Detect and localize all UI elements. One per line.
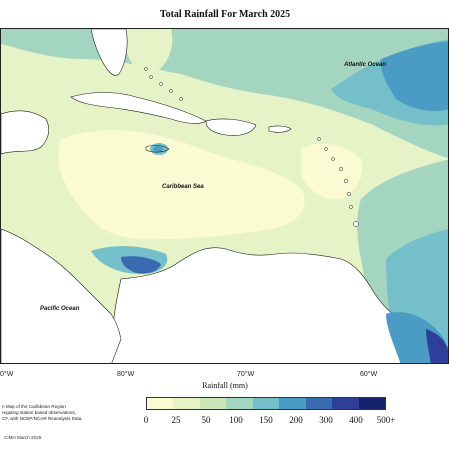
rainfall-legend-labels: 0 25 50 100 150 200 300 400 500+	[143, 415, 406, 427]
legend-label-5: 200	[289, 415, 303, 425]
legend-axis-title: Rainfall (mm)	[202, 381, 248, 390]
land-bahamas	[144, 67, 183, 101]
land-central-america	[1, 228, 122, 363]
legend-color-cell-6	[305, 398, 333, 409]
land-hispaniola	[205, 118, 257, 136]
rainfall-zone-bahamas	[121, 29, 173, 75]
legend-label-6: 300	[319, 415, 333, 425]
longitude-tick-0: 0°W	[0, 371, 14, 378]
legend-color-cell-1	[173, 398, 200, 409]
longitude-tick-60w: 60°W	[360, 371, 378, 378]
rainfall-zone-300-400-guiana	[426, 329, 448, 363]
legend-color-cell-2	[199, 398, 227, 409]
rainfall-zone-0-25-east	[301, 143, 363, 200]
legend-label-4: 150	[259, 415, 273, 425]
legend-label-7: 400	[349, 415, 363, 425]
rainfall-map	[0, 28, 449, 364]
label-pacific-ocean: Pacific Ocean	[40, 306, 80, 312]
land-jamaica	[145, 144, 170, 153]
description-line-2: regating station based observations,	[2, 410, 76, 415]
map-title: Total Rainfall For March 2025	[159, 9, 291, 20]
land-florida	[90, 29, 128, 76]
description-line-1: n Map of the Caribbean Region	[2, 404, 66, 409]
label-atlantic-ocean: Atlantic Ocean	[344, 62, 387, 68]
land-puerto-rico	[268, 125, 292, 133]
land-yucatan	[1, 110, 50, 155]
rainfall-zone-300-400-colombia	[121, 256, 161, 274]
legend-color-cell-4	[252, 398, 280, 409]
longitude-tick-80w: 80°W	[117, 371, 135, 378]
legend-color-cell-7	[332, 398, 359, 409]
land-lesser-antilles	[317, 137, 359, 227]
description-line-3: CF, with NCEP/NCAR Reanalysis Data.	[2, 416, 83, 421]
legend-color-cell-3	[226, 398, 253, 409]
rainfall-zone-200-300-atlantic	[380, 41, 448, 111]
copyright-text: CIMH March 2025	[4, 435, 42, 440]
rainfall-zone-100-150-north	[1, 29, 448, 159]
rainfall-map-svg	[1, 29, 448, 363]
legend-color-cell-5	[279, 398, 306, 409]
rainfall-legend	[146, 397, 386, 410]
rainfall-zone-0-25-caribbean	[58, 130, 305, 240]
land-cuba	[70, 92, 207, 124]
legend-color-cell-0	[147, 398, 174, 409]
rainfall-zone-jamaica-core	[153, 146, 163, 152]
legend-label-2: 50	[201, 415, 211, 425]
longitude-tick-70w: 70°W	[237, 371, 255, 378]
legend-label-1: 25	[171, 415, 181, 425]
legend-color-cell-8	[358, 398, 385, 409]
legend-label-3: 100	[229, 415, 243, 425]
map-description: n Map of the Caribbean Region regating s…	[2, 404, 120, 422]
legend-label-8: 500+	[376, 415, 396, 425]
legend-label-0: 0	[143, 415, 149, 425]
label-caribbean-sea: Caribbean Sea	[162, 184, 204, 190]
